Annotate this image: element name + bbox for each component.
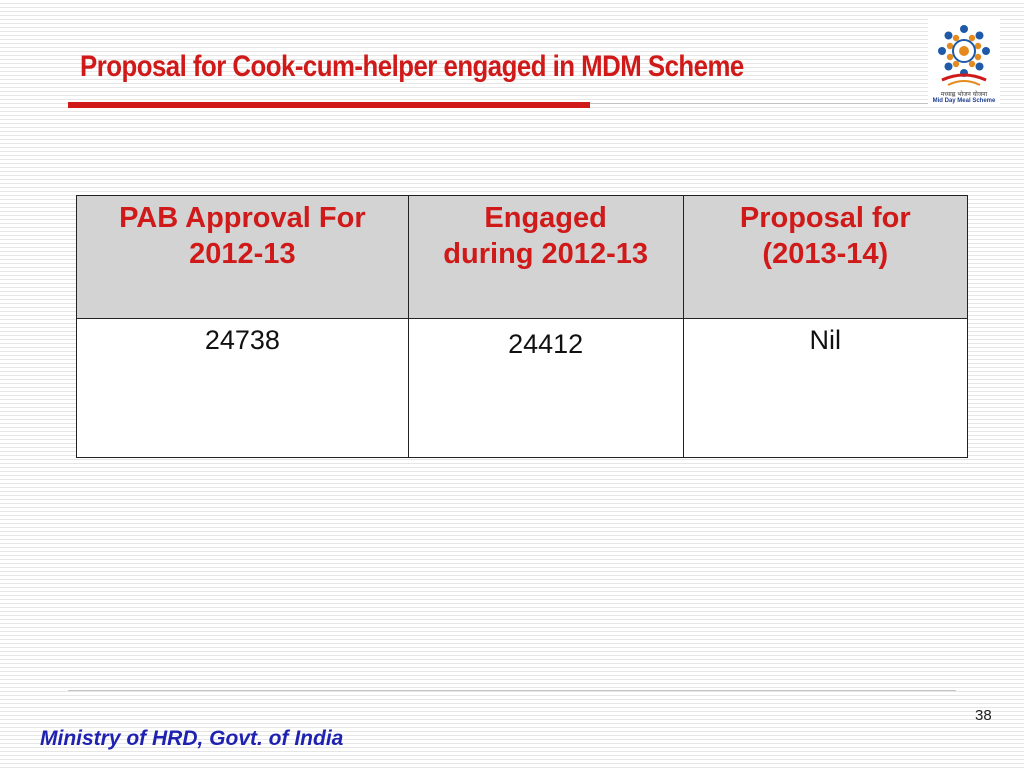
footer-divider xyxy=(68,690,956,691)
table-row: 24738 24412 Nil xyxy=(76,318,969,458)
cell-proposal-value: Nil xyxy=(682,318,969,458)
header-line: (2013-14) xyxy=(762,238,889,270)
table-header-row: PAB Approval For 2012-13 Engaged during … xyxy=(76,195,969,319)
header-proposal: Proposal for (2013-14) xyxy=(682,195,969,319)
cell-pab-approval-value: 24738 xyxy=(76,318,409,458)
cook-helper-table: PAB Approval For 2012-13 Engaged during … xyxy=(76,195,969,458)
title-underline xyxy=(68,102,590,108)
footer-organization: Ministry of HRD, Govt. of India xyxy=(40,727,344,750)
header-line: PAB Approval For xyxy=(119,202,366,234)
header-pab-approval: PAB Approval For 2012-13 xyxy=(76,195,409,319)
cell-engaged-value: 24412 xyxy=(407,318,684,458)
page-number: 38 xyxy=(975,707,992,724)
header-line: 2012-13 xyxy=(189,238,296,270)
header-line: during 2012-13 xyxy=(443,238,648,270)
header-line: Proposal for xyxy=(739,202,911,234)
slide-title: Proposal for Cook-cum-helper engaged in … xyxy=(80,50,744,83)
logo-hindi-text: मध्याह्न भोजन योजना xyxy=(940,91,988,98)
mid-day-meal-logo-icon xyxy=(938,25,990,86)
header-line: Engaged xyxy=(484,202,607,234)
header-engaged: Engaged during 2012-13 xyxy=(407,195,684,319)
mid-day-meal-logo: मध्याह्न भोजन योजना Mid Day Meal Scheme xyxy=(928,18,1000,106)
title-underline-thin xyxy=(590,103,930,104)
logo-english-text: Mid Day Meal Scheme xyxy=(932,98,996,104)
